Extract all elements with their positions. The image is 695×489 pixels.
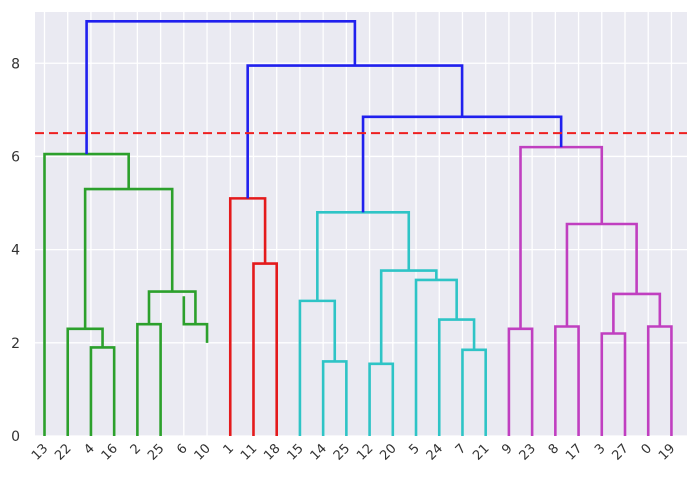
leaf-label: 14: [308, 441, 330, 463]
leaf-label: 8: [546, 441, 562, 457]
leaf-label: 3: [592, 441, 608, 457]
leaf-label: 4: [81, 441, 97, 457]
leaf-label: 10: [192, 441, 214, 463]
leaf-label: 6: [174, 441, 190, 457]
y-tick-label: 6: [11, 149, 20, 165]
y-tick-label: 4: [11, 243, 20, 259]
y-tick-label: 2: [11, 336, 20, 352]
dendrogram-link-26: [85, 20, 357, 155]
leaf-label: 23: [517, 441, 539, 463]
leaf-label: 7: [453, 441, 469, 457]
leaf-label: 20: [377, 441, 399, 463]
y-tick-label: 8: [11, 56, 20, 72]
leaf-label: 2: [128, 441, 144, 457]
leaf-label: 5: [406, 441, 422, 457]
leaf-label: 18: [261, 441, 283, 463]
y-tick-label: 0: [11, 429, 20, 445]
dendrogram-links: [43, 20, 673, 436]
leaf-label: 25: [331, 441, 353, 463]
leaf-label: 17: [563, 441, 585, 463]
leaf-label: 25: [145, 441, 167, 463]
y-axis-ticks: 0 2 4 6 8: [11, 56, 20, 445]
leaf-label: 11: [238, 441, 260, 463]
leaf-label: 24: [424, 441, 446, 463]
leaf-label: 15: [284, 441, 306, 463]
leaf-label: 12: [354, 441, 376, 463]
leaf-labels: 13 22 4 16 2 25 6 10 1 11 18 15 14 25 12 20 5 24 7 21 9 23 8 17…: [29, 441, 678, 463]
leaf-label: 22: [52, 441, 74, 463]
leaf-label: 0: [639, 441, 655, 457]
leaf-label: 13: [29, 441, 51, 463]
leaf-label: 21: [470, 441, 492, 463]
leaf-label: 27: [610, 441, 632, 463]
leaf-label: 9: [499, 441, 515, 457]
leaf-label: 1: [221, 441, 237, 457]
leaf-label: 16: [99, 441, 121, 463]
leaf-label: 19: [656, 441, 678, 463]
